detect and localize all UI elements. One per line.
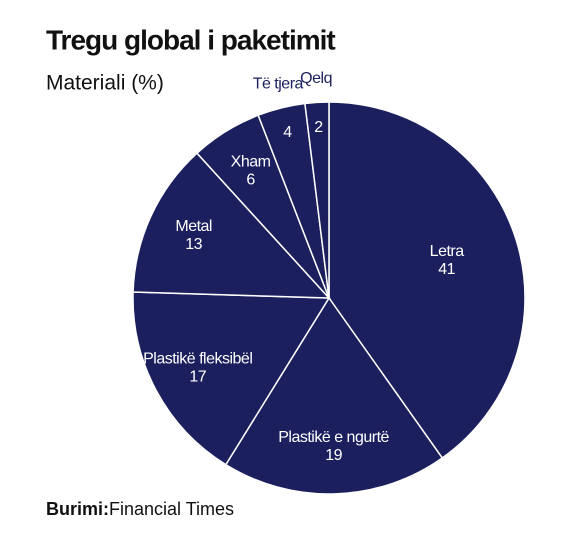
- value-label: 6: [246, 172, 255, 189]
- slice-name: Plastikë e ngurtë: [278, 429, 389, 446]
- value-label: 13: [185, 236, 202, 253]
- source-text: Financial Times: [109, 499, 234, 519]
- pie-slice: [304, 101, 330, 299]
- chart-subtitle: Materiali (%): [46, 72, 164, 95]
- slice-name: Plastikë fleksibël: [143, 351, 252, 368]
- source: Burimi:Financial Times: [46, 499, 234, 519]
- slice-name: Letra: [430, 243, 465, 260]
- value-label: 2: [314, 119, 323, 136]
- slice-name: Qelq: [300, 70, 332, 87]
- value-label: 17: [189, 369, 206, 386]
- slice-name: Xham: [231, 154, 271, 171]
- source-label: Burimi:: [46, 499, 109, 519]
- slice-name: Metal: [175, 218, 212, 235]
- chart-title: Tregu global i paketimit: [46, 24, 335, 55]
- slice-name: Të tjera: [253, 76, 304, 93]
- pie-slice: [224, 296, 444, 495]
- value-label: 19: [325, 447, 342, 464]
- pie-slice: [132, 291, 331, 466]
- value-label: 41: [438, 261, 455, 278]
- value-label: 4: [283, 124, 292, 141]
- pie-slice: [328, 101, 526, 460]
- pie-slice: [132, 152, 331, 299]
